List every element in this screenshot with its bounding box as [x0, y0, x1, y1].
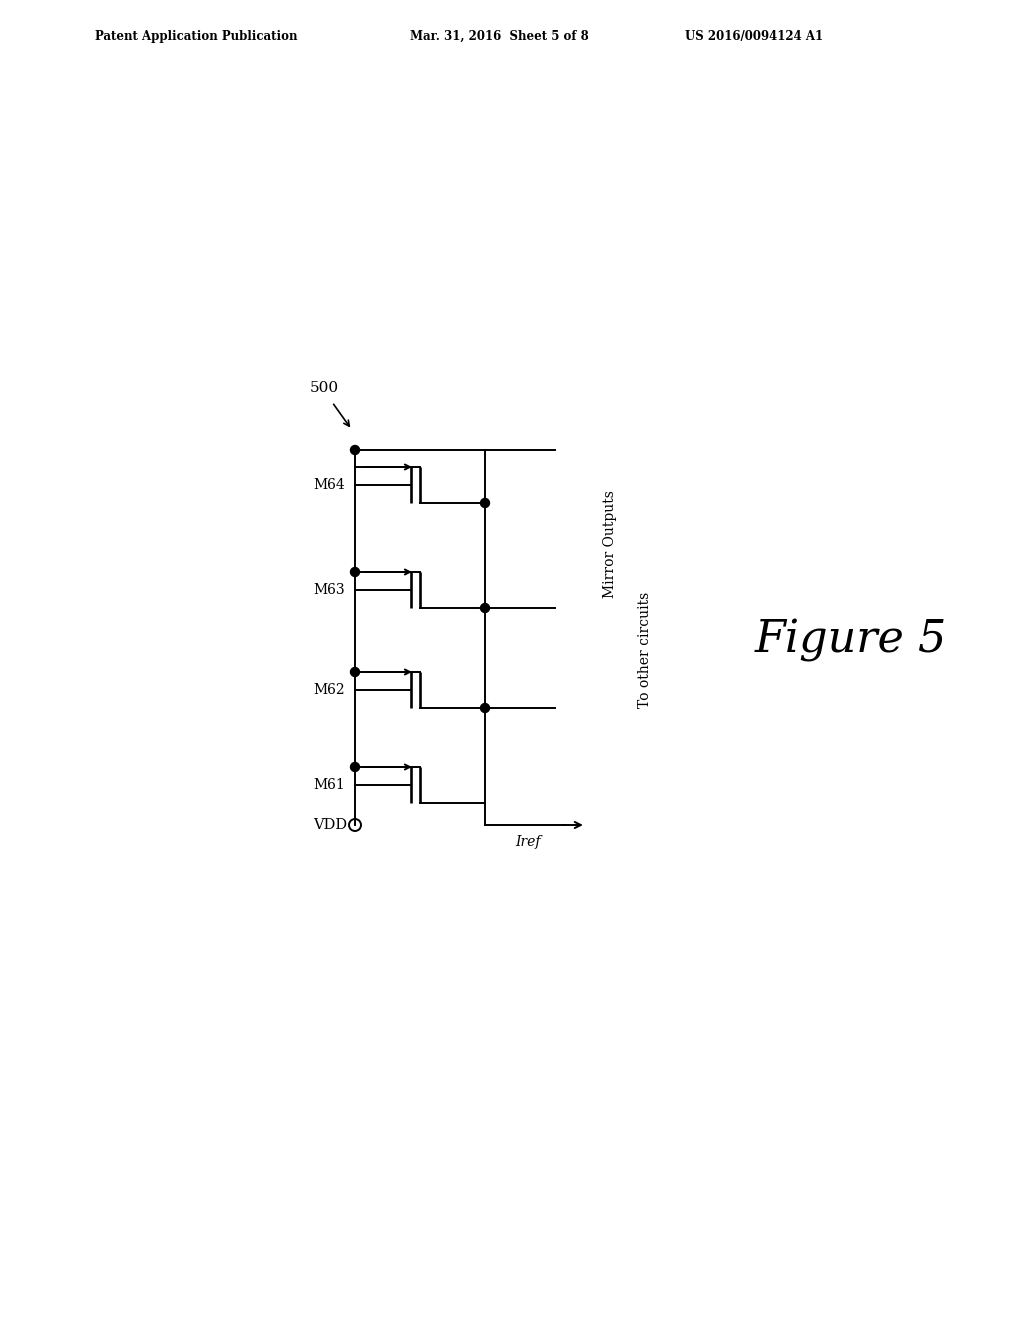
- Text: To other circuits: To other circuits: [638, 591, 652, 708]
- Text: Iref: Iref: [515, 836, 541, 849]
- Text: 500: 500: [310, 381, 339, 395]
- Text: US 2016/0094124 A1: US 2016/0094124 A1: [685, 30, 823, 44]
- Circle shape: [350, 763, 359, 771]
- Text: M61: M61: [313, 777, 345, 792]
- Text: Patent Application Publication: Patent Application Publication: [95, 30, 298, 44]
- Circle shape: [350, 568, 359, 577]
- Text: M62: M62: [313, 682, 345, 697]
- Text: Figure 5: Figure 5: [755, 618, 947, 661]
- Text: Mirror Outputs: Mirror Outputs: [603, 490, 617, 598]
- Text: M63: M63: [313, 583, 345, 597]
- Circle shape: [350, 446, 359, 454]
- Text: M64: M64: [313, 478, 345, 492]
- Text: VDD: VDD: [313, 818, 347, 832]
- Circle shape: [480, 499, 489, 507]
- Circle shape: [480, 603, 489, 612]
- Text: Mar. 31, 2016  Sheet 5 of 8: Mar. 31, 2016 Sheet 5 of 8: [410, 30, 589, 44]
- Circle shape: [480, 704, 489, 713]
- Circle shape: [350, 668, 359, 676]
